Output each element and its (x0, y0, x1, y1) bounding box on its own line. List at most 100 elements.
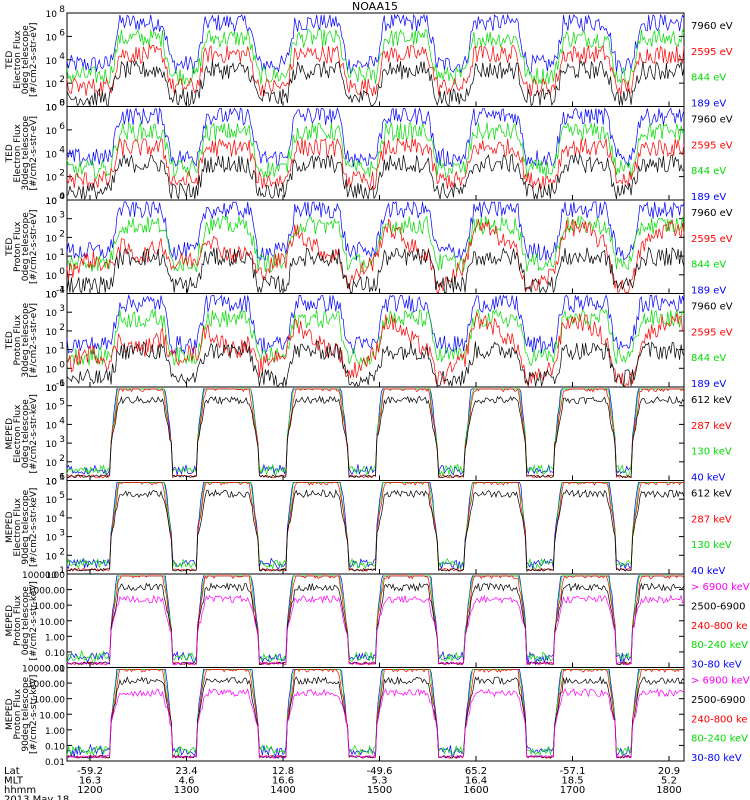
y-tick-label: 10 -1 (46, 286, 65, 301)
y-tick-base: 10 (46, 440, 58, 450)
series-trace (66, 137, 685, 191)
x-row-value: 1800 (656, 785, 681, 796)
y-tick-exponent: 0 (59, 99, 65, 109)
x-row-value: 1700 (560, 785, 585, 796)
y-tick-label: 100.00 (34, 696, 66, 706)
y-tick-label: 0.10 (45, 649, 65, 659)
y-tick-base: 10 (46, 216, 58, 226)
y-tick-exponent: 4 (59, 416, 65, 426)
y-tick-exponent: 2 (59, 547, 65, 557)
y-tick-label: 10 2 (46, 454, 65, 469)
y-tick-base: 10 (46, 10, 58, 20)
y-tick-exponent: 0 (59, 267, 65, 277)
x-row-value: 65.2 (465, 766, 487, 777)
y-tick-exponent: 0 (59, 192, 65, 202)
y-tick-label-text: 1.00 (45, 633, 65, 643)
y-tick-exponent: 4 (59, 510, 65, 520)
y-axis-label-line: [#/cm2-s-str-keV] (29, 394, 39, 473)
y-axis-label-line: [#/cm2-s-str-keV] (29, 488, 39, 567)
y-tick-base: 10 (46, 365, 58, 375)
series-trace (66, 395, 685, 479)
y-tick-label: 10 6 (46, 28, 66, 43)
y-tick-label-text: 0.10 (45, 742, 65, 752)
y-axis-label-line: Electron Flux (13, 123, 23, 182)
series-trace (66, 340, 685, 387)
y-axis-label-line: TED (5, 51, 15, 70)
y-axis-label-line: [#/cm2-s-str-eV] (29, 209, 39, 284)
legend: 612 keV 287 keV 130 keV 40 keV (691, 489, 732, 578)
y-axis-label-line: TED (5, 144, 15, 163)
legend-entry: 189 eV (691, 192, 726, 203)
legend: 7960 eV 2595 eV 844 eV 189 eV (691, 115, 733, 204)
y-tick-exponent: 3 (59, 211, 65, 221)
y-tick-base: 10 (46, 309, 58, 319)
y-tick-exponent: 6 (59, 28, 65, 38)
y-tick-exponent: 2 (59, 454, 65, 464)
x-row-value: -49.6 (367, 766, 393, 777)
y-tick-base: 10 (46, 421, 58, 431)
panel-8: 0.010.101.0010.00100.001000.0010000.00ME… (5, 665, 750, 769)
y-tick-label: 10 6 (46, 122, 66, 137)
x-axis-table: Lat -59.2 23.4 12.8 -49.6 65.2 -57.1 20.9 MLT 16.… (4, 766, 682, 800)
panel-7: 0.010.101.0010.00100.001000.0010000.00ME… (5, 571, 750, 675)
y-tick-base: 10 (46, 291, 58, 301)
x-row-value: 23.4 (175, 766, 197, 777)
y-tick-exponent: 3 (59, 435, 65, 445)
legend-entry: 287 keV (691, 421, 732, 432)
legend: > 6900 keV 2500-6900 240-800 ke 80-240 keV 3… (691, 676, 750, 765)
y-tick-base: 10 (46, 127, 58, 137)
legend-entry: 189 eV (691, 379, 726, 390)
y-tick-label: 10 1 (46, 566, 65, 581)
y-tick-label: 10000.00 (22, 665, 65, 675)
y-tick-exponent: 4 (59, 145, 65, 155)
y-tick-label: 10 6 (46, 379, 66, 394)
y-tick-base: 10 (46, 478, 58, 488)
x-row-value: 5.3 (372, 776, 388, 787)
series-trace (66, 312, 685, 388)
x-row-value: 4.6 (179, 776, 195, 787)
y-tick-base: 10 (46, 459, 58, 469)
y-tick-base: 10 (46, 174, 58, 184)
y-axis-label-line: [#/cm2-s-str-keV] (29, 581, 39, 660)
x-row-value: 16.4 (465, 776, 487, 787)
y-tick-label: 10 8 (46, 5, 66, 20)
y-tick-exponent: 4 (59, 52, 65, 62)
y-tick-label: 10 3 (46, 211, 65, 226)
legend-entry: > 6900 keV (691, 582, 750, 593)
x-row-value: 1200 (77, 785, 102, 796)
y-tick-base: 10 (46, 291, 58, 301)
legend: 7960 eV 2595 eV 844 eV 189 eV (691, 21, 733, 110)
legend-entry: 612 keV (691, 395, 732, 406)
y-tick-label: 10 4 (46, 416, 66, 431)
y-axis-label-line: [#/cm2-s-str-eV] (29, 116, 39, 191)
panel-frame (66, 199, 685, 294)
y-tick-label-text: 0.10 (45, 649, 65, 659)
series-trace (66, 582, 685, 666)
y-tick-label-text: 10.00 (39, 618, 65, 628)
y-tick-label: 10 0 (46, 360, 66, 375)
legend-entry: 844 eV (691, 166, 726, 177)
y-tick-base: 10 (46, 104, 58, 114)
y-axis-label-line: Proton Flux (13, 314, 23, 365)
y-tick-exponent: 2 (59, 75, 65, 85)
y-tick-base: 10 (46, 552, 58, 562)
x-row-name: hhmm (4, 785, 36, 796)
legend-entry: 240-800 ke (691, 621, 748, 632)
x-row-name: MLT (4, 776, 24, 787)
y-tick-exponent: 2 (59, 169, 65, 179)
legend-entry: 2595 eV (691, 140, 733, 151)
series-trace (66, 575, 684, 664)
y-axis-label-line: 90deg telescope (21, 489, 31, 564)
y-tick-label: 10 3 (46, 529, 65, 544)
y-axis-label-line: [#/cm2-s-str-eV] (29, 303, 39, 378)
y-axis-label-line: Electron Flux (13, 404, 23, 463)
y-axis-label-line: Proton Flux (13, 595, 23, 646)
y-axis-label-line: Proton Flux (13, 688, 23, 739)
x-row-value: 20.9 (658, 766, 680, 777)
x-row-value: -59.2 (77, 766, 103, 777)
series-trace (66, 153, 685, 201)
